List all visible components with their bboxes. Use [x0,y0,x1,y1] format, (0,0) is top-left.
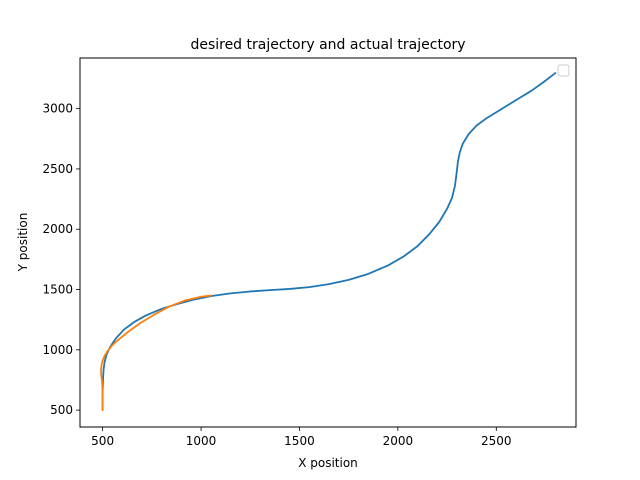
y-axis-ticks: 500 1000 1500 2000 2500 3000 [42,102,80,417]
x-tick-label: 2500 [481,434,512,448]
x-tick-label: 1000 [186,434,217,448]
y-tick-label: 3000 [42,102,73,116]
series-line-actual [100,294,212,412]
y-tick-label: 1000 [42,343,73,357]
y-tick-label: 500 [50,403,73,417]
x-axis-label: X position [298,456,358,470]
legend-box [557,64,570,77]
plot-area [80,58,576,427]
x-tick-label: 1500 [284,434,315,448]
plot-frame [79,57,577,428]
y-tick-label: 2000 [42,222,73,236]
y-axis-label: Y position [16,213,30,273]
x-tick-label: 2000 [383,434,414,448]
y-tick-label: 2500 [42,162,73,176]
x-axis-ticks: 500 1000 1500 2000 2500 [91,427,512,448]
x-tick-label: 500 [91,434,114,448]
series-layer [100,72,557,412]
chart-title: desired trajectory and actual trajectory [190,37,465,53]
y-tick-label: 1500 [42,283,73,297]
series-line-desired [101,72,557,412]
